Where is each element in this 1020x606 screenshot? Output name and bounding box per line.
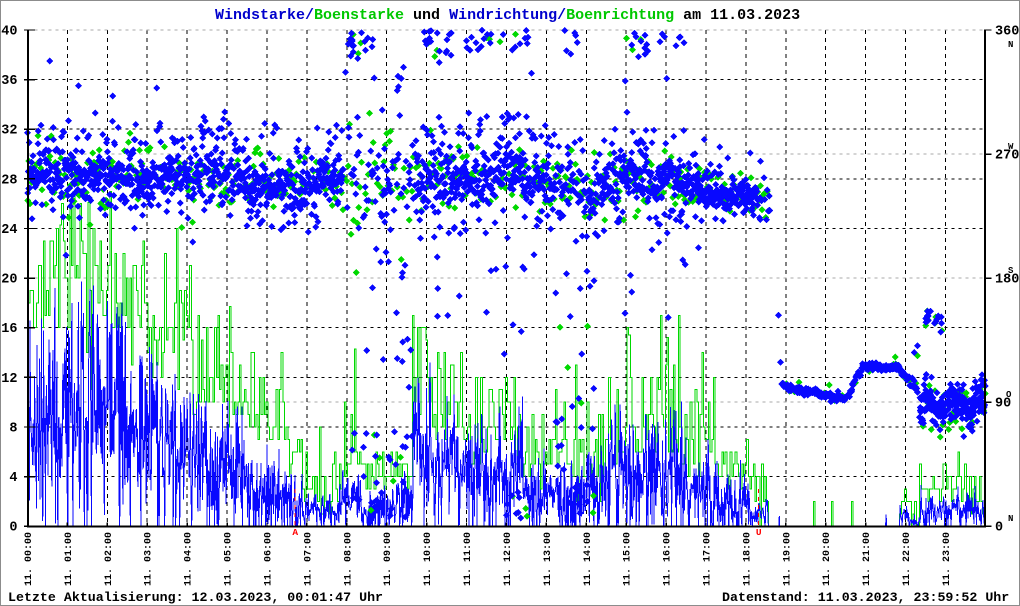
- svg-text:11. 23:00: 11. 23:00: [942, 532, 953, 586]
- svg-text:11. 08:00: 11. 08:00: [343, 532, 354, 586]
- svg-text:11. 16:00: 11. 16:00: [663, 532, 674, 586]
- svg-text:180: 180: [995, 273, 1019, 288]
- svg-text:11. 17:00: 11. 17:00: [703, 532, 714, 586]
- svg-text:90: 90: [995, 397, 1011, 412]
- svg-text:A: A: [292, 527, 298, 538]
- svg-text:N: N: [1008, 40, 1013, 50]
- svg-text:11. 15:00: 11. 15:00: [623, 532, 634, 586]
- svg-text:W: W: [1008, 142, 1014, 152]
- svg-text:S: S: [1008, 266, 1014, 276]
- svg-text:Windstarke/Boenstarke und Wind: Windstarke/Boenstarke und Windrichtung/B…: [215, 7, 800, 24]
- svg-text:24: 24: [1, 223, 17, 238]
- svg-text:11. 04:00: 11. 04:00: [184, 532, 195, 586]
- svg-text:11. 21:00: 11. 21:00: [862, 532, 873, 586]
- svg-text:360: 360: [995, 25, 1019, 40]
- svg-text:16: 16: [1, 322, 17, 337]
- svg-text:0: 0: [9, 521, 17, 536]
- svg-text:11. 09:00: 11. 09:00: [383, 532, 394, 586]
- svg-text:20: 20: [1, 273, 17, 288]
- svg-text:270: 270: [995, 149, 1019, 164]
- svg-text:11. 03:00: 11. 03:00: [144, 532, 155, 586]
- svg-text:11. 20:00: 11. 20:00: [822, 532, 833, 586]
- svg-text:28: 28: [1, 173, 17, 188]
- svg-text:12: 12: [1, 372, 17, 387]
- svg-text:Letzte Aktualisierung: 12.03.2: Letzte Aktualisierung: 12.03.2023, 00:01…: [8, 590, 383, 605]
- svg-text:N: N: [1008, 514, 1013, 524]
- svg-text:11. 01:00: 11. 01:00: [64, 532, 75, 586]
- svg-text:11. 18:00: 11. 18:00: [742, 532, 753, 586]
- svg-text:11. 19:00: 11. 19:00: [782, 532, 793, 586]
- svg-text:36: 36: [1, 74, 17, 89]
- svg-text:11. 12:00: 11. 12:00: [503, 532, 514, 586]
- svg-text:Datenstand: 11.03.2023, 23:59:: Datenstand: 11.03.2023, 23:59:52 Uhr: [722, 590, 1009, 605]
- svg-text:O: O: [1006, 390, 1012, 400]
- svg-text:11. 11:00: 11. 11:00: [463, 532, 474, 586]
- svg-text:0: 0: [995, 521, 1003, 536]
- svg-text:11. 05:00: 11. 05:00: [224, 532, 235, 586]
- svg-text:8: 8: [9, 422, 17, 437]
- svg-text:11. 00:00: 11. 00:00: [24, 532, 35, 586]
- svg-text:11. 10:00: 11. 10:00: [423, 532, 434, 586]
- svg-text:11. 22:00: 11. 22:00: [902, 532, 913, 586]
- svg-text:11. 07:00: 11. 07:00: [303, 532, 314, 586]
- svg-text:4: 4: [9, 471, 17, 486]
- svg-text:11. 02:00: 11. 02:00: [104, 532, 115, 586]
- svg-text:U: U: [756, 527, 762, 538]
- svg-text:32: 32: [1, 124, 17, 139]
- svg-text:11. 14:00: 11. 14:00: [583, 532, 594, 586]
- svg-text:40: 40: [1, 25, 17, 40]
- svg-text:11. 13:00: 11. 13:00: [543, 532, 554, 586]
- svg-text:11. 06:00: 11. 06:00: [264, 532, 275, 586]
